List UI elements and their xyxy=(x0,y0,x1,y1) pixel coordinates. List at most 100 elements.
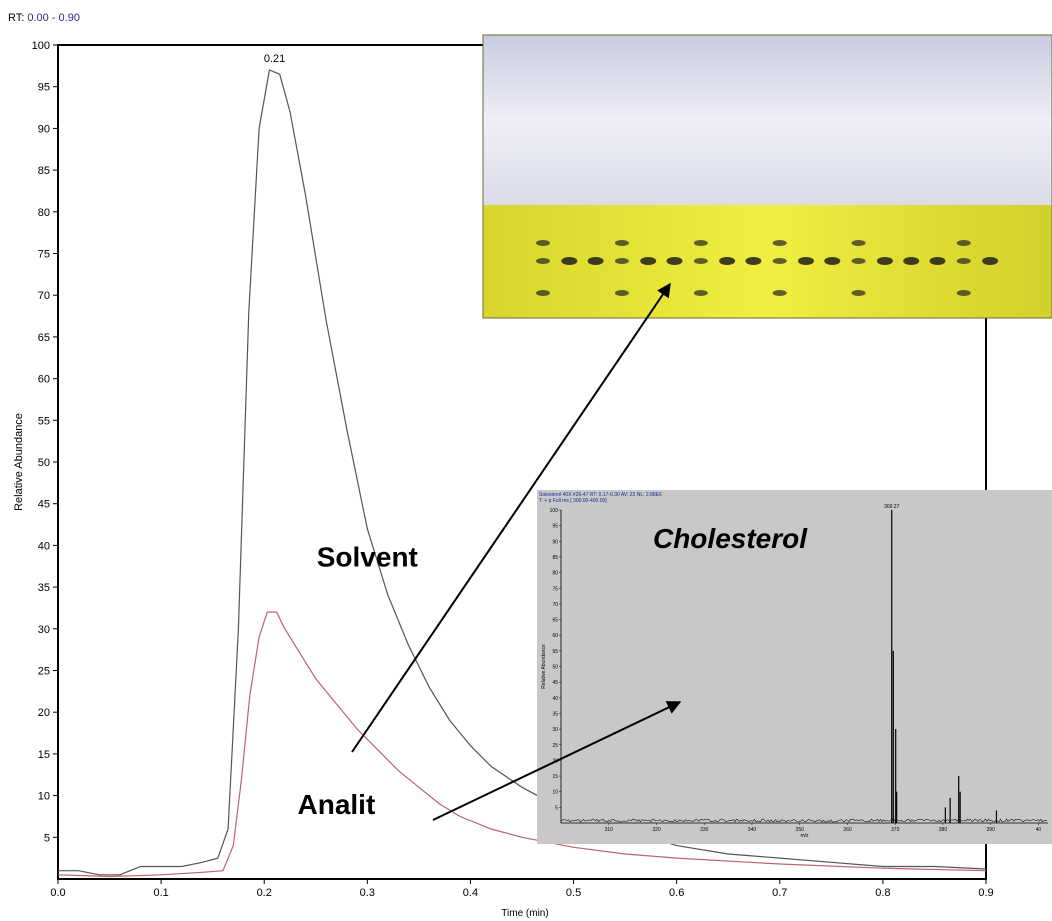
ms-y-tick-label: 65 xyxy=(552,618,558,624)
tlc-spot xyxy=(956,240,971,246)
chart-labels: 0.21 Solvent Analit xyxy=(264,53,418,820)
ms-y-tick-label: 85 xyxy=(552,555,558,561)
tlc-spot xyxy=(587,257,604,265)
mass-spectrum-inset: Solesterol 40X #26-47 RT: 0.17-0.30 AV: … xyxy=(537,490,1052,844)
y-tick-label: 35 xyxy=(38,582,50,594)
y-tick-label: 60 xyxy=(38,374,50,386)
x-tick-label: 0.2 xyxy=(257,887,272,899)
tlc-spot xyxy=(614,258,629,264)
x-tick-label: 0.5 xyxy=(566,887,581,899)
ms-y-tick-label: 40 xyxy=(552,696,558,702)
tlc-spot xyxy=(536,290,550,296)
ms-y-tick-label: 90 xyxy=(552,539,558,545)
ms-x-tick-label: 360 xyxy=(843,827,852,833)
y-tick-label: 10 xyxy=(38,791,50,803)
ms-y-tick-label: 45 xyxy=(552,680,558,686)
x-tick-label: 0.9 xyxy=(978,887,993,899)
ms-x-tick-label: 370 xyxy=(891,827,900,833)
x-tick-label: 0.3 xyxy=(360,887,375,899)
y-tick-label: 70 xyxy=(38,290,50,302)
tlc-spot xyxy=(640,257,657,265)
ms-x-tick-label: 380 xyxy=(939,827,948,833)
tlc-spot xyxy=(561,257,578,265)
y-tick-label: 50 xyxy=(38,457,50,469)
tlc-spot xyxy=(745,257,762,265)
tlc-spot xyxy=(693,290,708,296)
y-tick-label: 25 xyxy=(38,666,50,678)
y-tick-label: 20 xyxy=(38,707,50,719)
ms-y-tick-label: 35 xyxy=(552,711,558,717)
y-tick-label: 80 xyxy=(38,207,50,219)
ms-x-tick-label: 350 xyxy=(796,827,805,833)
tlc-spot xyxy=(719,257,736,265)
ms-x-tick-label: 40 xyxy=(1036,827,1042,833)
rt-label: RT: 0.00 - 0.90 xyxy=(8,12,80,24)
arrow-analit-to-spectrum xyxy=(432,701,682,821)
tlc-spot xyxy=(693,258,708,264)
ms-baseline-noise xyxy=(560,818,1048,823)
tlc-spot xyxy=(876,257,893,265)
ms-background xyxy=(537,490,1052,844)
ms-y-tick-label: 70 xyxy=(552,602,558,608)
annotation-arrows xyxy=(351,282,682,821)
ms-x-tick-label: 330 xyxy=(700,827,709,833)
ms-x-tick-label: 320 xyxy=(652,827,661,833)
analit-trace xyxy=(57,611,987,878)
ms-y-tick-label: 25 xyxy=(552,743,558,749)
x-tick-label: 0.0 xyxy=(50,887,65,899)
tlc-spot xyxy=(956,290,971,296)
ms-y-axis-label: Relative Abundance xyxy=(541,644,547,689)
y-tick-label: 30 xyxy=(38,624,50,636)
tlc-spot xyxy=(956,258,971,264)
tlc-spot xyxy=(851,240,866,246)
y-tick-label: 90 xyxy=(38,123,50,135)
tlc-spot xyxy=(772,240,787,246)
tlc-frame xyxy=(482,34,1052,319)
ms-y-tick-label: 95 xyxy=(552,524,558,530)
y-tick-label: 5 xyxy=(44,832,50,844)
tlc-spot xyxy=(982,257,999,265)
ms-y-tick-label: 5 xyxy=(555,805,558,811)
ms-title: Cholesterol xyxy=(653,523,808,554)
ms-header-line2: T: + p Full ms [ 300.00-400.00] xyxy=(539,498,607,504)
main-chart: 5101520253035404550556065707580859095100… xyxy=(13,40,994,919)
trace-annotation-analit: Analit xyxy=(298,789,376,820)
y-tick-label: 15 xyxy=(38,749,50,761)
ms-x-tick-label: 390 xyxy=(987,827,996,833)
tlc-spot xyxy=(851,258,866,264)
y-tick-label: 45 xyxy=(38,499,50,511)
y-axis-label: Relative Abundance xyxy=(13,413,25,511)
y-tick-label: 55 xyxy=(38,415,50,427)
peak-label: 0.21 xyxy=(264,53,285,65)
ms-y-tick-label: 30 xyxy=(552,727,558,733)
tlc-spot xyxy=(772,290,787,296)
ms-y-tick-label: 80 xyxy=(552,571,558,577)
ms-x-tick-label: 340 xyxy=(748,827,757,833)
rt-range: 0.00 - 0.90 xyxy=(27,12,80,24)
ms-y-tick-label: 55 xyxy=(552,649,558,655)
y-tick-label: 65 xyxy=(38,332,50,344)
rt-prefix: RT: xyxy=(8,12,25,24)
y-tick-label: 95 xyxy=(38,82,50,94)
x-tick-label: 0.8 xyxy=(875,887,890,899)
ms-x-tick-label: 310 xyxy=(605,827,614,833)
y-tick-label: 75 xyxy=(38,249,50,261)
tlc-spot xyxy=(903,257,920,265)
ms-y-tick-label: 10 xyxy=(552,790,558,796)
tlc-spot xyxy=(666,257,683,265)
ms-peak-label: 369.27 xyxy=(884,504,900,510)
y-tick-label: 100 xyxy=(32,40,50,52)
ms-y-tick-label: 60 xyxy=(552,633,558,639)
x-tick-label: 0.6 xyxy=(669,887,684,899)
ms-y-tick-label: 100 xyxy=(550,508,559,514)
x-tick-label: 0.4 xyxy=(463,887,478,899)
ms-y-tick-label: 15 xyxy=(552,774,558,780)
ms-y-tick-label: 50 xyxy=(552,665,558,671)
tlc-spot xyxy=(536,240,550,246)
ms-x-axis-label: m/z xyxy=(800,833,809,839)
solvent-trace xyxy=(58,69,987,876)
tlc-spot xyxy=(614,240,629,246)
tlc-spot xyxy=(851,290,866,296)
tlc-spot xyxy=(772,258,787,264)
